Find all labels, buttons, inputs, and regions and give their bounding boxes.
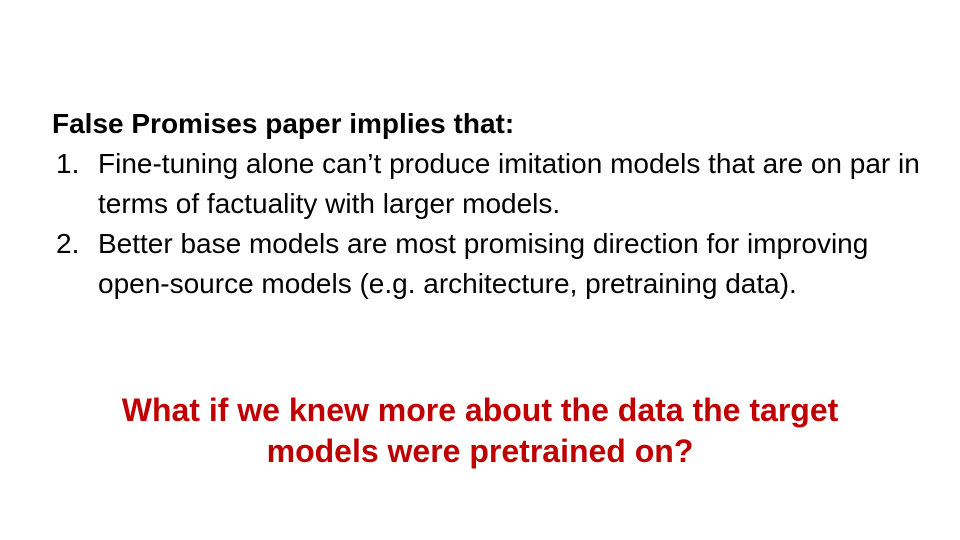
key-question-line: What if we knew more about the data the … — [121, 392, 839, 428]
list-item-number: 2. — [56, 228, 80, 259]
key-question-line: models were pretrained on? — [266, 433, 694, 469]
list-item: 1. Fine-tuning alone can’t produce imita… — [52, 144, 922, 224]
key-question: What if we knew more about the data the … — [0, 390, 960, 472]
list-item-text: Fine-tuning alone can’t produce imitatio… — [98, 148, 920, 219]
list-item-text: Better base models are most promising di… — [98, 228, 869, 299]
numbered-list: 1. Fine-tuning alone can’t produce imita… — [52, 144, 922, 304]
list-item: 2. Better base models are most promising… — [52, 224, 922, 304]
slide-heading: False Promises paper implies that: — [52, 108, 515, 139]
list-item-number: 1. — [56, 148, 80, 179]
slide-body: False Promises paper implies that: 1. Fi… — [52, 104, 922, 304]
